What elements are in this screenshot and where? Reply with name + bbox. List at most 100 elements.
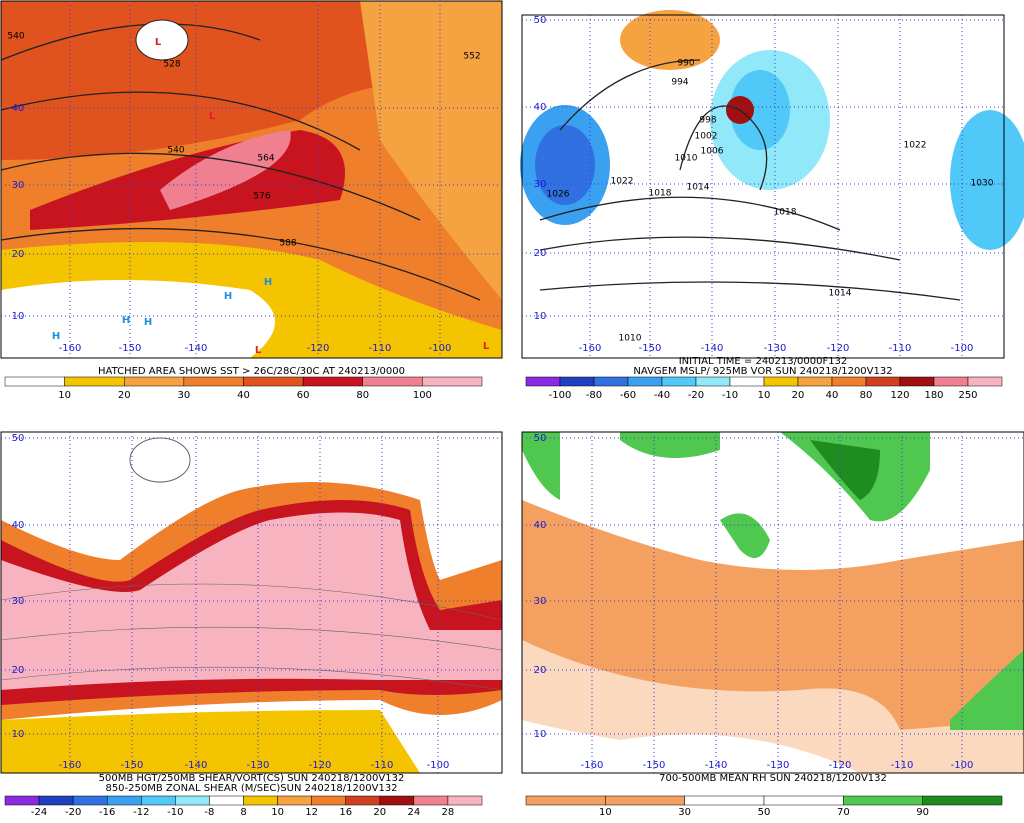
colorbar-label: 50	[758, 807, 771, 818]
lat-label: 20	[534, 665, 547, 676]
lat-label: 30	[534, 179, 547, 190]
colorbar-label: 10	[271, 807, 284, 818]
low-marker: L	[155, 37, 162, 48]
lon-label: -140	[701, 343, 724, 354]
colorbar-swatch	[72, 795, 108, 806]
colorbar-swatch	[209, 795, 244, 806]
lon-label: -100	[429, 343, 452, 354]
colorbar-swatch	[345, 795, 381, 806]
colorbar-label: -10	[722, 390, 738, 401]
lat-label: 10	[534, 311, 547, 322]
map-frame	[521, 14, 1005, 359]
lat-label: 50	[534, 15, 547, 26]
lon-label: -160	[59, 343, 82, 354]
lon-label: -160	[581, 760, 604, 771]
contour-label: 540	[7, 32, 24, 42]
colorbar-label: -20	[688, 390, 704, 401]
colorbar-swatch	[413, 795, 449, 806]
colorbar-label: 12	[305, 807, 318, 818]
colorbar-swatch	[175, 795, 210, 806]
colorbar-swatch	[865, 376, 901, 387]
colorbar-label: 250	[958, 390, 977, 401]
lat-label: 10	[12, 311, 25, 322]
colorbar-swatch	[302, 376, 363, 387]
contour-label: 528	[163, 60, 180, 70]
caption: INITIAL TIME = 240213/0000F132	[679, 356, 848, 367]
colorbar-swatch	[922, 795, 1003, 806]
lon-label: -120	[309, 760, 332, 771]
contour-label: 990	[677, 59, 694, 69]
lon-label: -100	[427, 760, 450, 771]
colorbar-label: -16	[99, 807, 115, 818]
colorbar-label: 28	[442, 807, 455, 818]
colorbar-swatch	[106, 795, 142, 806]
lat-label: 30	[12, 180, 25, 191]
map-panel: 50 40 30 20 10 -160 -150 -140 -130 -120 -110 -100 50…	[1, 432, 502, 818]
contour-label: 1014	[687, 183, 710, 193]
lat-label: 40	[534, 102, 547, 113]
low-marker: L	[483, 341, 490, 352]
contour-label: 1018	[649, 189, 672, 199]
colorbar-swatch	[379, 795, 415, 806]
lat-label: 20	[12, 249, 25, 260]
colorbar-swatch	[661, 376, 697, 387]
colorbar-swatch	[763, 795, 844, 806]
lat-label: 10	[12, 729, 25, 740]
colorbar-label: 10	[599, 807, 612, 818]
colorbar-label: 8	[240, 807, 246, 818]
lon-label: -150	[119, 343, 142, 354]
colorbar-swatch	[763, 376, 799, 387]
colorbar-label: 40	[826, 390, 839, 401]
lat-label: 30	[12, 596, 25, 607]
lat-label: 20	[534, 248, 547, 259]
high-marker: H	[144, 317, 152, 328]
colorbar-swatch	[447, 795, 483, 806]
colorbar-swatch	[627, 376, 663, 387]
colorbar-swatch	[277, 795, 312, 806]
map-frame	[0, 0, 503, 359]
colorbar-swatch	[525, 376, 561, 387]
lat-label: 50	[12, 433, 25, 444]
colorbar-label: -24	[31, 807, 47, 818]
lon-label: -110	[371, 760, 394, 771]
colorbar-label: 16	[339, 807, 352, 818]
colorbar-swatch	[183, 376, 244, 387]
colorbar-label: 10	[758, 390, 771, 401]
contour-label: 576	[253, 192, 270, 202]
lon-label: -160	[59, 760, 82, 771]
lat-label: 20	[12, 665, 25, 676]
colorbar-label: -12	[133, 807, 149, 818]
colorbar-label: -10	[167, 807, 183, 818]
contour-label: 998	[699, 116, 716, 126]
contour-label: 1030	[971, 179, 994, 189]
caption: 700-500MB MEAN RH SUN 240218/1200V132	[659, 773, 887, 784]
lon-label: -120	[829, 760, 852, 771]
colorbar-swatch	[64, 376, 125, 387]
lat-label: 10	[534, 729, 547, 740]
lon-label: -150	[121, 760, 144, 771]
lon-label: -100	[951, 343, 974, 354]
colorbar-label: 20	[373, 807, 386, 818]
lat-label: 40	[534, 520, 547, 531]
high-marker: H	[224, 291, 232, 302]
colorbar-label: -60	[620, 390, 636, 401]
map-fill	[0, 1, 502, 358]
colorbar-swatch	[831, 376, 867, 387]
colorbar-swatch	[695, 376, 731, 387]
contour-label: 1018	[774, 208, 797, 218]
colorbar-swatch	[243, 795, 278, 806]
lon-label: -150	[643, 760, 666, 771]
contour-label: 1014	[829, 289, 852, 299]
colorbar-swatch	[243, 376, 304, 387]
colorbar-label: 60	[297, 390, 310, 401]
map-fill	[0, 432, 503, 773]
lon-label: -160	[579, 343, 602, 354]
colorbar-label: 100	[413, 390, 432, 401]
map-panel: 50 40 30 20 10 -160 -150 -140 -130 -120 -110 -100 99…	[522, 15, 1004, 401]
contour-label: 588	[279, 239, 296, 249]
lon-label: -110	[889, 343, 912, 354]
colorbar-swatch	[899, 376, 935, 387]
map-panel: 40 30 20 10 -160 -150 -140 -120 -110 -100 540 528 55…	[1, 1, 502, 401]
colorbar-swatch	[124, 376, 185, 387]
